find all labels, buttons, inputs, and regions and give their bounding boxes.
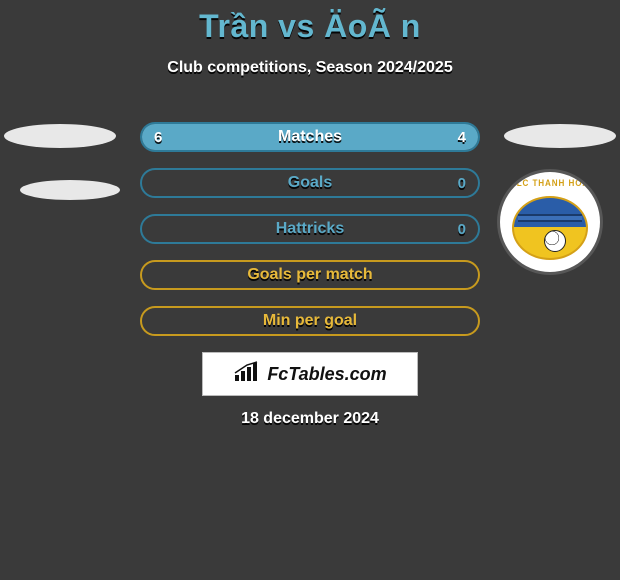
- badge-arc-text: FLC THANH HÓA: [505, 178, 595, 188]
- brand-box: FcTables.com: [202, 352, 418, 396]
- stat-bar-label: Hattricks: [276, 220, 344, 238]
- brand-chart-icon: [233, 361, 261, 388]
- badge-ball: [544, 230, 566, 252]
- stat-bar-label: Matches: [278, 128, 342, 146]
- badge-bridge: [518, 214, 582, 222]
- stat-bars: 6 4 Matches 0 Goals 0 Hattricks Goals per match…: [140, 122, 480, 352]
- left-team-ellipse-2: [20, 180, 120, 200]
- stat-bar-value-right: 0: [458, 175, 466, 192]
- left-team-ellipse-1: [4, 124, 116, 148]
- date-label: 18 december 2024: [0, 410, 620, 428]
- stat-bar-label: Goals: [288, 174, 332, 192]
- stat-bar-label: Min per goal: [263, 312, 357, 330]
- page-title: Trần vs ÄoÃ n: [0, 0, 620, 45]
- right-team-ellipse-1: [504, 124, 616, 148]
- stat-bar: Min per goal: [140, 306, 480, 336]
- stat-bar-value-right: 4: [458, 129, 466, 146]
- stat-bar-label: Goals per match: [247, 266, 372, 284]
- subtitle: Club competitions, Season 2024/2025: [0, 59, 620, 77]
- brand-text: FcTables.com: [267, 364, 386, 385]
- stat-bar: 6 4 Matches: [140, 122, 480, 152]
- stat-bar: Goals per match: [140, 260, 480, 290]
- stat-bar-value-left: 6: [154, 129, 162, 146]
- right-team-badge: FLC THANH HÓA: [500, 172, 600, 272]
- stat-bar: 0 Hattricks: [140, 214, 480, 244]
- stat-bar-value-right: 0: [458, 221, 466, 238]
- stat-bar: 0 Goals: [140, 168, 480, 198]
